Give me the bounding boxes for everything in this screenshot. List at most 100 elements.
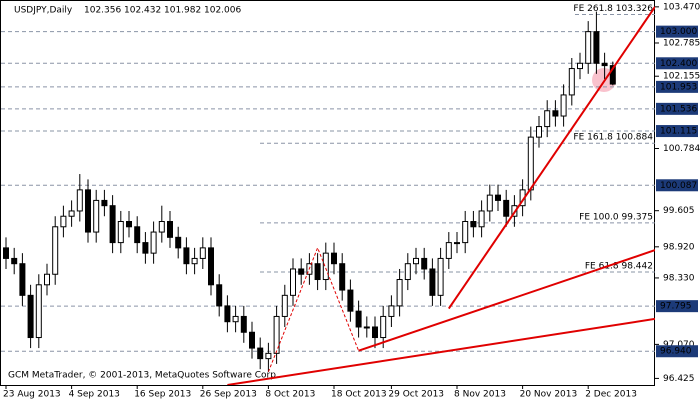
x-tick-label: 26 Sep 2013 xyxy=(200,390,257,400)
candle-body xyxy=(76,189,83,212)
fibo-label: FE 100.0 99.375 xyxy=(579,212,653,222)
price-label: 101.953 xyxy=(660,82,697,92)
candle-body xyxy=(347,289,354,312)
candle-body xyxy=(544,110,551,128)
price-box xyxy=(656,57,698,70)
candle-body xyxy=(281,294,288,317)
x-tick-label: 16 Sep 2013 xyxy=(134,390,191,400)
trendline xyxy=(447,6,655,310)
title-value: 102.006 xyxy=(204,6,241,16)
title-value: 102.356 xyxy=(84,6,121,16)
footer: GCM MetaTrader, © 2001-2013, MetaQuotes … xyxy=(8,371,279,381)
y-tick-label: 103.470 xyxy=(663,2,700,12)
x-tick-label: 23 Aug 2013 xyxy=(3,390,61,400)
title-value: 101.982 xyxy=(164,6,201,16)
candle-body xyxy=(109,205,116,244)
trendline xyxy=(358,249,655,352)
candle-body xyxy=(363,326,370,329)
y-tick-label: 98.330 xyxy=(663,273,695,283)
candle-body xyxy=(388,305,395,317)
candle-body xyxy=(495,194,501,201)
candle-body xyxy=(290,268,296,296)
candle-body xyxy=(445,242,452,259)
candle-body xyxy=(372,326,378,339)
x-tick-label: 18 Oct 2013 xyxy=(331,390,387,400)
candle-body xyxy=(257,347,264,360)
y-tick-label: 98.920 xyxy=(663,242,695,252)
candle-body xyxy=(503,199,510,217)
x-tick-label: 2 Dec 2013 xyxy=(585,390,637,400)
chart-title: USDJPY,Daily 102.356 102.432 101.982 102.00… xyxy=(14,6,241,16)
candle-body xyxy=(101,199,108,207)
price-box xyxy=(656,102,698,115)
y-tick-label: 97.070 xyxy=(663,340,695,350)
candle-body xyxy=(577,62,583,70)
candle-body xyxy=(68,210,75,217)
price-label: 97.795 xyxy=(660,302,692,312)
candle-body xyxy=(339,263,346,291)
candle-body xyxy=(175,236,182,249)
candle-body xyxy=(27,294,34,339)
candle-body xyxy=(158,221,165,233)
candle-body xyxy=(11,257,18,265)
price-label: 96.940 xyxy=(660,347,692,357)
candle-body xyxy=(117,221,124,244)
candle-body xyxy=(593,31,600,64)
candle-body xyxy=(35,284,42,339)
candle-body xyxy=(19,263,26,296)
candle-body xyxy=(404,263,411,281)
candle-body xyxy=(609,65,616,85)
price-box xyxy=(656,179,698,192)
price-box xyxy=(656,300,698,313)
price-label: 100.087 xyxy=(660,181,697,191)
x-tick-label: 29 Oct 2013 xyxy=(388,390,444,400)
candle-body xyxy=(249,331,255,349)
title-value: 102.432 xyxy=(124,6,161,16)
candle-body xyxy=(601,62,608,67)
price-box xyxy=(656,345,698,358)
candle-body xyxy=(199,247,206,259)
price-label: 101.115 xyxy=(660,127,697,137)
candle-body xyxy=(585,31,592,64)
candles xyxy=(3,6,655,385)
trendline xyxy=(227,317,655,385)
candle-body xyxy=(150,231,157,254)
candle-body xyxy=(85,189,91,233)
x-tick-label: 8 Nov 2013 xyxy=(454,390,506,400)
candle-body xyxy=(232,315,239,323)
candle-body xyxy=(216,284,223,307)
fibo-label: FE 161.8 100.884 xyxy=(573,133,653,143)
candle-body xyxy=(560,94,567,117)
candle-body xyxy=(322,252,329,281)
x-tick-label: 8 Oct 2013 xyxy=(265,390,315,400)
candle-body xyxy=(265,352,272,360)
candle-body xyxy=(413,257,419,265)
price-box xyxy=(656,125,698,138)
price-label: 101.536 xyxy=(660,104,697,114)
candle-body xyxy=(167,221,173,238)
candle-body xyxy=(44,273,50,286)
candle-body xyxy=(126,221,132,228)
x-tick-label: 4 Sep 2013 xyxy=(69,390,120,400)
plot-frame xyxy=(0,0,655,386)
y-tick-label: 102.155 xyxy=(663,72,700,82)
candle-body xyxy=(93,199,100,233)
y-tick-label: 100.784 xyxy=(663,144,700,154)
candle-body xyxy=(183,247,190,265)
candle-body xyxy=(429,268,436,296)
candle-body xyxy=(142,242,149,254)
fibo-path xyxy=(267,246,360,372)
candle-body xyxy=(486,194,493,212)
y-tick-label: 102.785 xyxy=(663,38,700,48)
candle-body xyxy=(314,263,321,281)
candle-body xyxy=(380,315,387,339)
fibo-label: FE 61.8 98.442 xyxy=(585,262,653,272)
x-tick-label: 20 Nov 2013 xyxy=(520,390,578,400)
price-label: 102.400 xyxy=(660,59,697,69)
y-tick-label: 99.605 xyxy=(663,206,695,216)
candle-body xyxy=(191,257,198,265)
candle-body xyxy=(527,136,534,191)
candle-body xyxy=(470,221,477,228)
fibo-label: FE 261.8 103.326 xyxy=(573,4,653,14)
